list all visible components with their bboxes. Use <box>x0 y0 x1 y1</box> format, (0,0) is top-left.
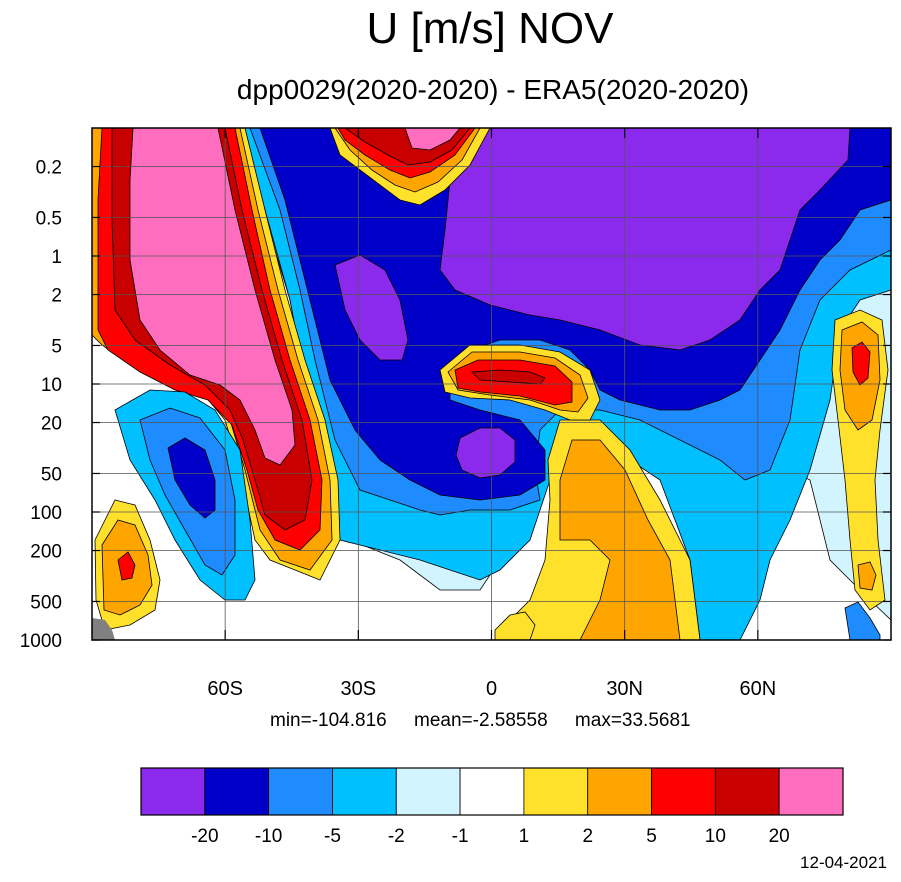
colorbar-label: -2 <box>388 826 405 847</box>
date-stamp: 12-04-2021 <box>800 853 887 872</box>
chart-title: U [m/s] NOV <box>366 4 614 53</box>
y-tick-label: 1000 <box>20 631 62 652</box>
stat-max: max=33.5681 <box>574 710 691 731</box>
colorbar-swatch <box>268 767 333 816</box>
y-tick-label: 0.5 <box>36 208 62 229</box>
statistics: min=-104.816 mean=-2.58558 max=33.5681 <box>270 710 713 732</box>
x-tick-label: 30S <box>341 678 377 700</box>
x-tick-label: 30N <box>606 678 643 700</box>
colorbar-swatch <box>459 767 525 816</box>
x-tick-label: 60S <box>207 678 243 700</box>
region-yellow-eq-surface <box>494 611 536 640</box>
y-tick-label: 5 <box>51 336 62 357</box>
region-purple-south <box>334 254 409 361</box>
y-tick-label: 1 <box>51 247 62 268</box>
region-cyan-nh-surface <box>844 601 881 640</box>
colorbar: -20 -10 -5 -2 -1 1 2 5 10 20 <box>140 767 844 847</box>
region-red-nh-polar <box>851 341 871 386</box>
region-pink-top <box>404 128 461 151</box>
y-tick-label: 20 <box>41 414 62 435</box>
colorbar-label: 2 <box>582 826 593 847</box>
y-tick-label: 200 <box>30 542 62 563</box>
region-darkred-eq <box>471 369 546 385</box>
y-tick-label: 0.2 <box>36 158 62 179</box>
colorbar-label: 5 <box>646 826 657 847</box>
colorbar-swatch <box>778 767 844 816</box>
colorbar-swatch <box>204 767 270 816</box>
colorbar-label: -20 <box>191 826 218 847</box>
colorbar-swatch <box>651 767 716 816</box>
colorbar-label: 20 <box>769 826 790 847</box>
colorbar-label: 1 <box>519 826 530 847</box>
colorbar-label: -5 <box>324 826 341 847</box>
colorbar-swatch <box>395 767 461 816</box>
y-tick-label: 50 <box>41 464 62 485</box>
x-tick-label: 60N <box>739 678 776 700</box>
plot-frame <box>91 127 892 641</box>
y-tick-label: 10 <box>41 375 62 396</box>
y-axis: 0.2 0.5 1 2 5 10 20 50 100 200 500 1000 <box>20 158 62 652</box>
colorbar-swatch <box>587 767 652 816</box>
region-missing <box>92 618 115 640</box>
colorbar-label: -10 <box>255 826 282 847</box>
region-red-sh-low <box>117 551 136 581</box>
y-tick-label: 500 <box>30 592 62 613</box>
region-darkblue-sh <box>167 437 216 519</box>
colorbar-swatch <box>140 767 206 816</box>
stat-min: min=-104.816 <box>270 710 387 731</box>
x-tick-label: 0 <box>486 678 497 700</box>
colorbar-frame <box>140 767 844 816</box>
grid <box>92 128 891 641</box>
x-axis: 60S 30S 0 30N 60N <box>207 678 776 700</box>
y-tick-label: 100 <box>30 503 62 524</box>
colorbar-swatch <box>714 767 780 816</box>
colorbar-label: -1 <box>452 826 469 847</box>
region-purple-equator <box>455 427 516 479</box>
region-orange-nh-polar-low <box>857 561 877 591</box>
stat-mean: mean=-2.58558 <box>414 710 548 731</box>
chart-subtitle: dpp0029(2020-2020) - ERA5(2020-2020) <box>236 74 750 105</box>
colorbar-label: 10 <box>705 826 726 847</box>
colorbar-swatch <box>332 767 397 816</box>
colorbar-swatch <box>523 767 589 816</box>
y-tick-label: 2 <box>51 286 62 307</box>
region-pink-sh <box>129 128 296 466</box>
